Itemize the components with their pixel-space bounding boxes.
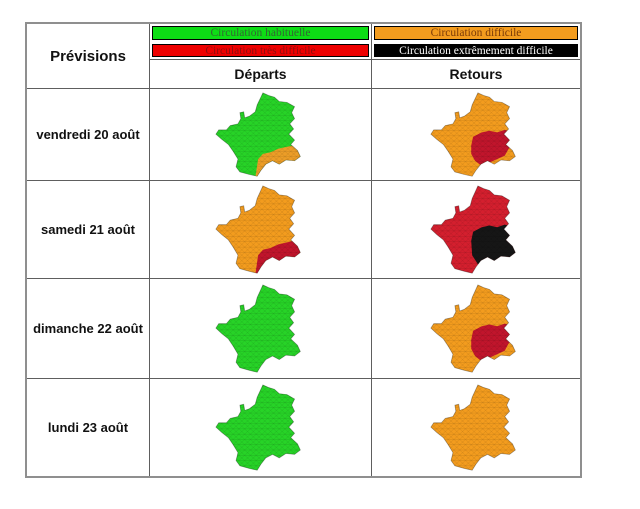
previsions-label: Prévisions	[50, 47, 126, 65]
map-cell-samedi-departs	[150, 181, 372, 279]
legend-bar-habituelle: Circulation habituelle	[152, 26, 369, 40]
legend-cell-extremement-difficile: Circulation extrêmement difficile	[372, 42, 580, 60]
map-cell-vendredi-retours	[372, 89, 580, 181]
map-cell-lundi-departs	[150, 379, 372, 476]
row-label-lundi-23: lundi 23 août	[27, 379, 150, 476]
map-cell-samedi-retours	[372, 181, 580, 279]
legend-label-tres-difficile: Circulation très difficile	[205, 44, 316, 57]
legend-bar-difficile: Circulation difficile	[374, 26, 578, 40]
departs-label: Départs	[234, 66, 287, 82]
legend-label-habituelle: Circulation habituelle	[210, 27, 311, 39]
legend-label-difficile: Circulation difficile	[430, 27, 522, 39]
france-map-vendredi-retours	[430, 91, 516, 177]
map-cell-dimanche-departs	[150, 279, 372, 379]
france-map-samedi-departs	[214, 184, 301, 274]
legend-cell-habituelle: Circulation habituelle	[150, 24, 372, 42]
legend-cell-tres-difficile: Circulation très difficile	[150, 42, 372, 60]
legend-bar-tres-difficile: Circulation très difficile	[152, 44, 369, 57]
row-label-samedi-21: samedi 21 août	[27, 181, 150, 279]
retours-label: Retours	[449, 66, 503, 82]
date-label: lundi 23 août	[47, 420, 129, 435]
date-label: dimanche 22 août	[33, 321, 143, 336]
france-map-lundi-retours	[430, 383, 516, 471]
row-label-dimanche-22: dimanche 22 août	[27, 279, 150, 379]
legend-label-extremement-difficile: Circulation extrêmement difficile	[399, 44, 553, 57]
date-label: samedi 21 août	[41, 222, 135, 237]
legend-cell-difficile: Circulation difficile	[372, 24, 580, 42]
map-cell-vendredi-departs	[150, 89, 372, 181]
column-header-retours: Retours	[372, 60, 580, 89]
france-map-dimanche-departs	[214, 283, 301, 373]
france-map-lundi-departs	[214, 383, 301, 471]
legend-bar-extremement-difficile: Circulation extrêmement difficile	[374, 44, 578, 57]
traffic-forecast-table: Prévisions Circulation habituelle Circul…	[25, 22, 582, 478]
previsions-header: Prévisions	[27, 24, 150, 89]
column-header-departs: Départs	[150, 60, 372, 89]
france-map-samedi-retours	[430, 184, 516, 274]
france-map-dimanche-retours	[430, 283, 516, 373]
row-label-vendredi-20: vendredi 20 août	[27, 89, 150, 181]
map-cell-dimanche-retours	[372, 279, 580, 379]
date-label: vendredi 20 août	[36, 127, 140, 142]
map-cell-lundi-retours	[372, 379, 580, 476]
france-map-vendredi-departs	[214, 91, 301, 177]
